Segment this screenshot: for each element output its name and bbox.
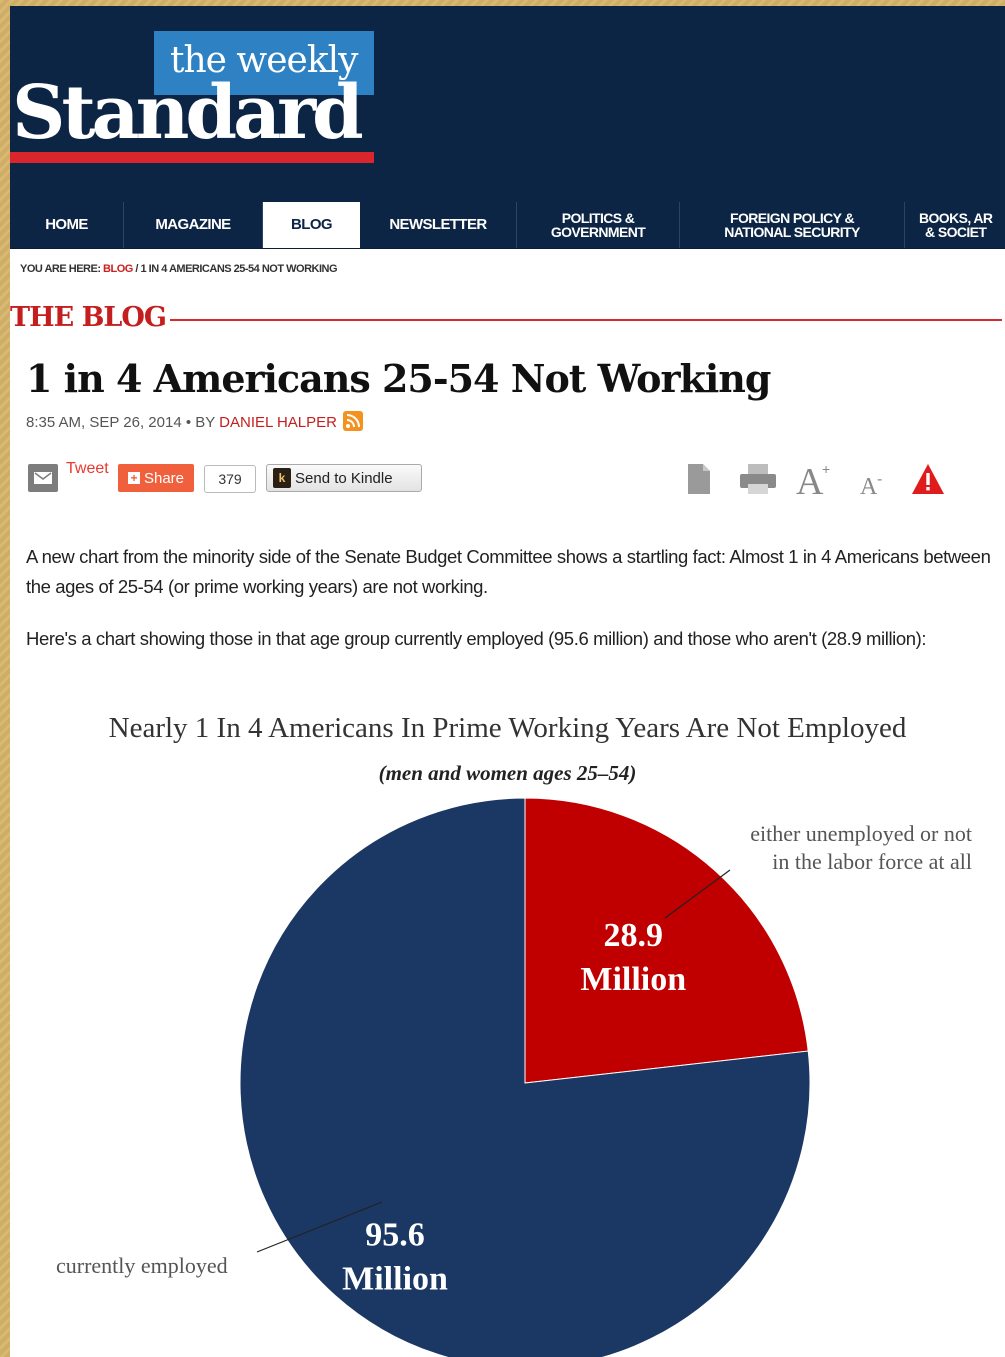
document-icon[interactable]	[686, 462, 712, 496]
share-toolbar: Tweet + Share 379 k Send to Kindle A + A-	[26, 460, 1005, 498]
breadcrumb-current: / 1 IN 4 AMERICANS 25-54 NOT WORKING	[132, 263, 338, 275]
article-meta: 8:35 AM, SEP 26, 2014 • BY DANIEL HALPER	[26, 411, 363, 433]
nav-home[interactable]: HOME	[10, 202, 124, 248]
annotation-not-employed-line-1: either unemployed or not	[750, 821, 972, 846]
alert-icon[interactable]	[910, 462, 946, 496]
leader-line-employed	[256, 1201, 383, 1253]
nav-books-label: BOOKS, AR & SOCIET	[919, 210, 993, 240]
plus-icon: +	[127, 472, 140, 484]
svg-text:+: +	[822, 462, 830, 477]
nav-politics-line1: POLITICS &	[561, 210, 635, 226]
nav-blog-label: BLOG	[291, 216, 333, 233]
pie-chart: 28.9 Million 95.6 Million either unemployed …	[56, 797, 972, 1357]
logo-weekly-text[interactable]: the weekly	[170, 40, 358, 81]
nav-books[interactable]: BOOKS, AR & SOCIET	[905, 202, 1005, 248]
logo-standard-text[interactable]: Standard	[12, 70, 364, 156]
nav-blog[interactable]: BLOG	[263, 202, 360, 248]
nav-politics[interactable]: POLITICS & GOVERNMENT	[517, 202, 680, 248]
nav-books-line1: BOOKS, AR	[919, 210, 993, 226]
nav-home-label: HOME	[45, 216, 88, 233]
rss-icon[interactable]	[343, 411, 363, 431]
main-nav: HOME MAGAZINE BLOG NEWSLETTER POLITICS &…	[10, 174, 1005, 249]
nav-newsletter[interactable]: NEWSLETTER	[360, 202, 517, 248]
share-label: Share	[143, 469, 185, 487]
nav-politics-label: POLITICS & GOVERNMENT	[550, 210, 646, 240]
nav-foreign-line2: NATIONAL SECURITY	[724, 224, 860, 240]
section-heading: THE BLOG	[10, 302, 167, 333]
section-rule	[170, 319, 1002, 321]
nav-foreign-policy-label: FOREIGN POLICY & NATIONAL SECURITY	[724, 211, 860, 239]
breadcrumb: YOU ARE HERE: BLOG / 1 IN 4 AMERICANS 25…	[20, 263, 338, 275]
breadcrumb-prefix: YOU ARE HERE:	[20, 263, 104, 275]
kindle-icon: k	[273, 468, 291, 488]
leader-line-not-employed	[664, 869, 731, 919]
share-count: 379	[204, 465, 256, 493]
tweet-button[interactable]: Tweet	[66, 460, 109, 477]
print-icon[interactable]	[738, 462, 778, 496]
svg-text:A: A	[860, 474, 878, 498]
annotation-not-employed-line-2: in the labor force at all	[772, 849, 972, 874]
pie-label-employed-unit: Million	[342, 1261, 448, 1298]
pie-slice-employed	[239, 797, 811, 1357]
nav-magazine[interactable]: MAGAZINE	[124, 202, 263, 248]
article-title: 1 in 4 Americans 25-54 Not Working	[26, 356, 771, 401]
author-link[interactable]: DANIEL HALPER	[219, 413, 337, 431]
pie-label-not-employed-value: 28.9	[604, 917, 664, 954]
annotation-employed: currently employed	[56, 1253, 228, 1278]
article-paragraph-1: A new chart from the minority side of th…	[26, 546, 991, 597]
logo-underline	[10, 152, 374, 163]
font-decrease-icon[interactable]: A-	[858, 470, 890, 498]
nav-newsletter-label: NEWSLETTER	[389, 216, 487, 233]
nav-books-line2: & SOCIET	[925, 224, 987, 240]
nav-politics-line2: GOVERNMENT	[550, 224, 646, 240]
email-icon[interactable]	[28, 464, 58, 492]
pie-label-not-employed-unit: Million	[580, 961, 686, 998]
logo-box	[154, 31, 374, 95]
nav-foreign-policy[interactable]: FOREIGN POLICY & NATIONAL SECURITY	[680, 202, 905, 248]
chart-title: Nearly 1 In 4 Americans In Prime Working…	[108, 712, 907, 744]
nav-magazine-label: MAGAZINE	[155, 216, 231, 233]
breadcrumb-blog-link[interactable]: BLOG	[103, 263, 133, 275]
font-increase-icon[interactable]: A+	[794, 462, 834, 498]
share-button[interactable]: + Share	[118, 464, 194, 492]
masthead: the weekly Standard	[10, 6, 1005, 174]
send-to-kindle-button[interactable]: k Send to Kindle	[266, 464, 422, 492]
svg-text:A: A	[796, 462, 824, 498]
chart-subtitle: (men and women ages 25–54)	[378, 761, 637, 785]
page: the weekly Standard HOME MAGAZINE BLOG N…	[10, 6, 1005, 1357]
pie-label-employed-value: 95.6	[365, 1217, 425, 1254]
kindle-label: Send to Kindle	[295, 469, 393, 487]
nav-foreign-line1: FOREIGN POLICY &	[730, 210, 855, 226]
article-date: 8:35 AM, SEP 26, 2014 • BY	[26, 413, 220, 431]
svg-text:-: -	[877, 471, 882, 488]
article-paragraph-2: Here's a chart showing those in that age…	[26, 628, 927, 649]
pie-slice-not-employed	[524, 797, 809, 1084]
